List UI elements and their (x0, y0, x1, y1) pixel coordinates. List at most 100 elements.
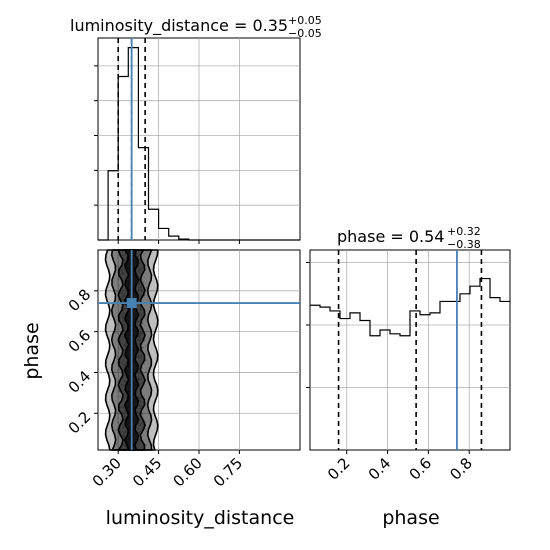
scatter-point (138, 335, 140, 338)
scatter-point (137, 443, 140, 445)
scatter-point (140, 357, 142, 360)
scatter-point (123, 280, 126, 283)
scatter-point (123, 371, 125, 374)
scatter-point (120, 315, 123, 318)
scatter-point (122, 385, 125, 387)
scatter-point (121, 384, 123, 386)
scatter-point (123, 259, 126, 262)
scatter-point (144, 428, 147, 431)
scatter-point (137, 255, 139, 258)
scatter-point (138, 377, 141, 380)
lumdist-hist-layer (94, 38, 300, 244)
scatter-point (117, 284, 120, 287)
scatter-point (138, 424, 141, 427)
phase-xtick-label: 0.4 (365, 454, 395, 484)
scatter-xtick-label: 0.30 (89, 454, 125, 490)
scatter-point (124, 307, 127, 310)
scatter-point (145, 345, 147, 348)
scatter-point (120, 298, 123, 300)
scatter-point (145, 359, 148, 362)
scatter-point (117, 346, 120, 349)
scatter-point (140, 422, 143, 425)
scatter-point (140, 295, 142, 298)
scatter-point (120, 362, 123, 364)
scatter-point (145, 402, 147, 405)
scatter-point (123, 431, 126, 434)
scatter-point (137, 283, 140, 286)
scatter-xtick-label: 0.60 (169, 454, 205, 490)
phase-title: phase = 0.54 (337, 227, 444, 246)
scatter-point (138, 262, 141, 264)
scatter-point (136, 320, 139, 323)
scatter-point (119, 419, 122, 422)
scatter-point (125, 326, 127, 328)
lumdist-title-sub: −0.05 (288, 27, 322, 40)
scatter-point (125, 380, 127, 383)
scatter-point (146, 250, 148, 253)
scatter-point (143, 253, 146, 255)
scatter-point (123, 316, 125, 319)
scatter-point (115, 290, 118, 292)
scatter-point (125, 396, 127, 398)
scatter-point (125, 344, 127, 347)
phase-title-sub: −0.38 (447, 238, 481, 251)
phase-title-main: phase = 0.54 (337, 227, 444, 246)
scatter-point (122, 434, 125, 436)
scatter-point (139, 429, 142, 432)
phase-hist-step (310, 277, 510, 337)
scatter-point (142, 346, 145, 349)
scatter-point (137, 338, 140, 341)
scatter-point (139, 334, 142, 337)
scatter-ytick-label: 0.6 (65, 326, 95, 356)
scatter-point (121, 292, 123, 295)
scatter-point (118, 368, 121, 371)
scatter-point (117, 421, 119, 424)
scatter-point (124, 363, 127, 366)
scatter-point (140, 288, 143, 291)
scatter-point (121, 269, 124, 272)
scatter-point (123, 412, 126, 415)
scatter-point (121, 273, 124, 276)
scatter-point (142, 281, 145, 284)
scatter-point (121, 295, 124, 298)
scatter-point (140, 405, 142, 408)
scatter-point (139, 356, 142, 358)
scatter-layer: 0.30 0.45 0.60 0.75 0.2 0.4 0.6 0.8 (65, 249, 300, 490)
scatter-point (121, 355, 124, 358)
scatter-point (124, 342, 127, 345)
scatter-point (143, 339, 146, 342)
scatter-point (137, 304, 140, 307)
scatter-point (138, 372, 141, 375)
x-axis-label-lumdist: luminosity_distance (106, 507, 295, 529)
scatter-point (118, 348, 121, 351)
scatter-point (138, 404, 141, 407)
scatter-xtick-label: 0.75 (210, 454, 246, 490)
scatter-point (116, 355, 119, 358)
scatter-point (124, 430, 127, 433)
scatter-ytick-label: 0.2 (65, 408, 95, 438)
scatter-point (139, 339, 142, 341)
scatter-point (116, 411, 119, 414)
scatter-point (122, 406, 124, 409)
scatter-point (123, 323, 125, 326)
scatter-point (139, 267, 142, 270)
scatter-point (121, 317, 123, 320)
scatter-point (123, 393, 126, 396)
scatter-point (124, 277, 126, 280)
scatter-point (122, 426, 125, 429)
scatter-point (120, 430, 122, 433)
scatter-point (123, 379, 126, 382)
scatter-point (137, 427, 139, 430)
scatter-point (139, 407, 142, 410)
scatter-point (115, 265, 118, 268)
scatter-point (137, 423, 140, 425)
scatter-point (145, 443, 148, 446)
scatter-point (140, 313, 143, 316)
scatter-point (123, 444, 126, 447)
scatter-point (120, 406, 123, 409)
scatter-point (125, 275, 127, 278)
scatter-point (143, 276, 146, 279)
scatter-point (119, 273, 122, 276)
scatter-point (123, 416, 126, 419)
